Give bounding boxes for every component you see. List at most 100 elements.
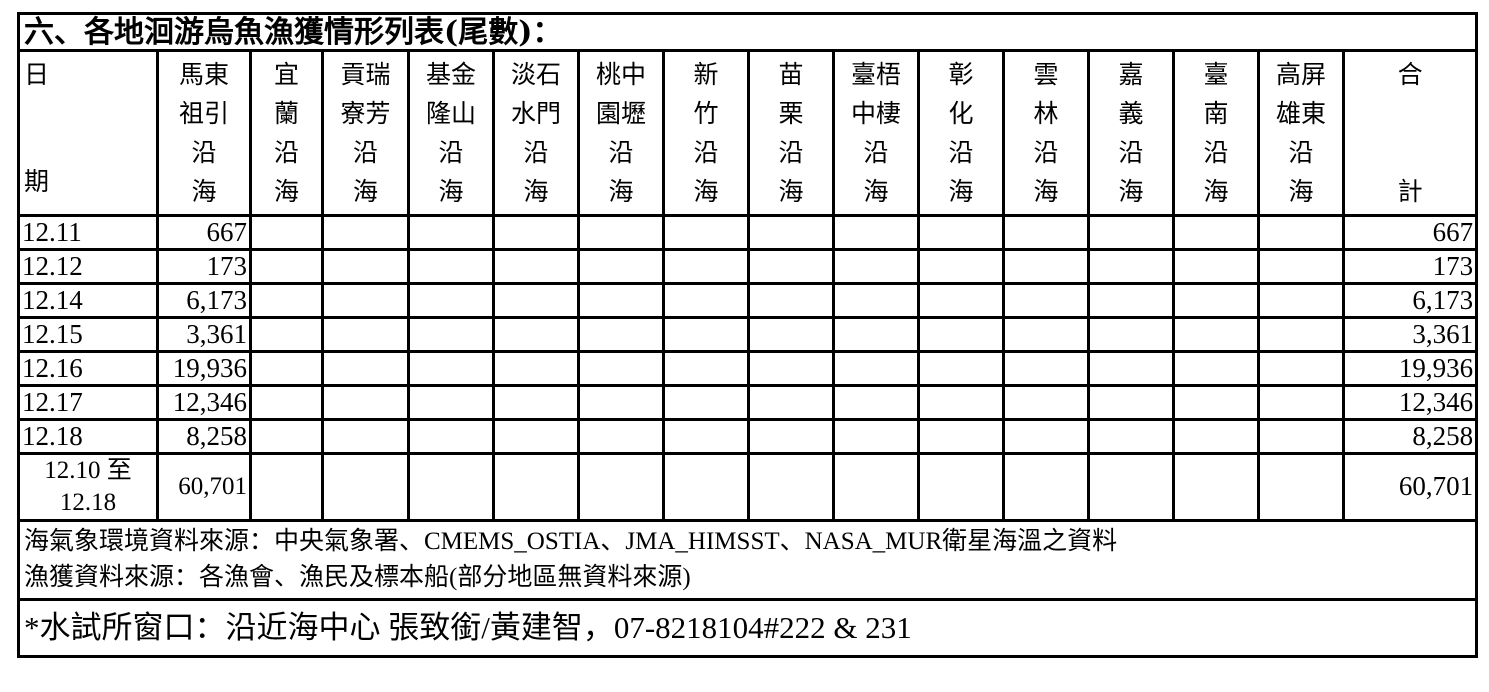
value-cell: [917, 316, 1005, 353]
value-cell: [577, 452, 665, 522]
value-cell: [747, 316, 835, 353]
date-cell: 12.12: [17, 248, 159, 285]
value-cell: [492, 248, 580, 285]
value-cell: [492, 282, 580, 319]
value-cell: [917, 418, 1005, 455]
value-cell: [747, 384, 835, 421]
column-header: 基金 隆山 沿 海: [407, 49, 495, 217]
value-cell: [917, 248, 1005, 285]
value-cell: 12,346: [156, 384, 252, 421]
value-cell: [407, 214, 495, 251]
value-cell: [1257, 452, 1345, 522]
value-cell: [249, 384, 324, 421]
column-header: 彰 化 沿 海: [917, 49, 1005, 217]
value-cell: [1087, 214, 1175, 251]
value-cell: [747, 350, 835, 387]
value-cell: [832, 452, 920, 522]
total-cell: 12,346: [1341, 384, 1479, 421]
column-header: 淡石 水門 沿 海: [492, 49, 580, 217]
value-cell: [832, 316, 920, 353]
value-cell: [321, 316, 410, 353]
value-cell: [1172, 452, 1260, 522]
value-cell: [1087, 350, 1175, 387]
value-cell: [1172, 384, 1260, 421]
summary-row: 12.10 至 12.18 60,701 60,701: [17, 452, 1479, 522]
column-header: 新 竹 沿 海: [662, 49, 750, 217]
value-cell: [662, 452, 750, 522]
value-cell: [577, 316, 665, 353]
source-note: 漁獲資料來源：各漁會、漁民及標本船(部分地區無資料來源): [24, 564, 691, 591]
value-cell: [249, 452, 324, 522]
value-cell: [1172, 214, 1260, 251]
value-cell: [917, 282, 1005, 319]
value-cell: [407, 248, 495, 285]
date-header-bottom: 期: [24, 169, 50, 196]
value-cell: [662, 316, 750, 353]
table-row: 12.15 3,361 3,361: [17, 316, 1479, 353]
column-header: 宜 蘭 沿 海: [249, 49, 324, 217]
table-row: 12.14 6,173 6,173: [17, 282, 1479, 319]
date-cell: 12.16: [17, 350, 159, 387]
value-cell: [249, 316, 324, 353]
total-cell: 6,173: [1341, 282, 1479, 319]
column-header: 桃中 園壢 沿 海: [577, 49, 665, 217]
value-cell: 6,173: [156, 282, 252, 319]
value-cell: [1257, 248, 1345, 285]
value-cell: [662, 418, 750, 455]
value-cell: 3,361: [156, 316, 252, 353]
value-cell: [832, 214, 920, 251]
value-cell: [1002, 316, 1090, 353]
total-cell: 19,936: [1341, 350, 1479, 387]
total-cell: 667: [1341, 214, 1479, 251]
value-cell: [832, 350, 920, 387]
value-cell: [249, 282, 324, 319]
value-cell: [662, 384, 750, 421]
value-cell: [662, 282, 750, 319]
value-cell: 667: [156, 214, 252, 251]
value-cell: [917, 452, 1005, 522]
value-cell: [1087, 316, 1175, 353]
value-cell: [1257, 316, 1345, 353]
value-cell: 173: [156, 248, 252, 285]
total-cell: 173: [1341, 248, 1479, 285]
value-cell: [321, 248, 410, 285]
value-cell: [577, 282, 665, 319]
value-cell: [1002, 282, 1090, 319]
value-cell: [917, 350, 1005, 387]
table-row: 12.16 19,936 19,936: [17, 350, 1479, 387]
column-header: 雲 林 沿 海: [1002, 49, 1090, 217]
value-cell: [407, 282, 495, 319]
value-cell: [1257, 350, 1345, 387]
value-cell: [1002, 214, 1090, 251]
value-cell: [832, 418, 920, 455]
table-row: 12.17 12,346 12,346: [17, 384, 1479, 421]
value-cell: [747, 418, 835, 455]
value-cell: [1172, 350, 1260, 387]
value-cell: [1087, 248, 1175, 285]
value-cell: [492, 316, 580, 353]
value-cell: [1172, 418, 1260, 455]
contact-info: *水試所窗口：沿近海中心 張致銜/黃建智，07-8218104#222 & 23…: [16, 598, 1479, 658]
value-cell: [407, 384, 495, 421]
column-header: 嘉 義 沿 海: [1087, 49, 1175, 217]
value-cell: [321, 452, 410, 522]
column-header: 臺 南 沿 海: [1172, 49, 1260, 217]
table-row: 12.11 667 667: [17, 214, 1479, 251]
value-cell: [1257, 282, 1345, 319]
value-cell: [321, 418, 410, 455]
value-cell: [492, 418, 580, 455]
table-title: 六、各地洄游烏魚漁獲情形列表(尾數)：: [16, 12, 1479, 52]
total-cell: 8,258: [1341, 418, 1479, 455]
value-cell: [249, 350, 324, 387]
value-cell: [832, 384, 920, 421]
column-header: 馬東 祖引 沿 海: [156, 49, 252, 217]
value-cell: [1257, 384, 1345, 421]
value-cell: [492, 350, 580, 387]
date-header: 日 期: [17, 49, 159, 217]
table-row: 12.12 173 173: [17, 248, 1479, 285]
value-cell: [1087, 384, 1175, 421]
column-header: 高屏 雄東 沿 海: [1257, 49, 1345, 217]
value-cell: [1172, 248, 1260, 285]
date-cell: 12.14: [17, 282, 159, 319]
source-note: 海氣象環境資料來源：中央氣象署、CMEMS_OSTIA、JMA_HIMSST、N…: [24, 528, 1118, 555]
